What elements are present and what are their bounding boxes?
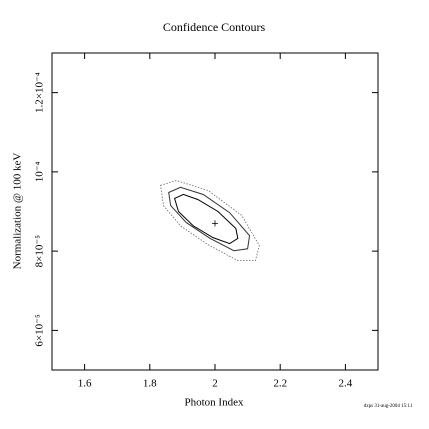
y-axis-label: Normalization @ 100 keV xyxy=(12,153,24,270)
best-fit-marker xyxy=(212,220,218,227)
contour xyxy=(168,186,251,252)
x-tick-label: 2.2 xyxy=(273,378,287,390)
y-tick-label: 1.2×10⁻⁴ xyxy=(34,72,46,113)
y-tick-label: 8×10⁻⁵ xyxy=(34,235,46,268)
y-tick-label: 6×10⁻⁵ xyxy=(34,314,46,347)
x-tick-label: 1.6 xyxy=(78,378,92,390)
contour xyxy=(160,180,260,262)
y-tick-label: 10⁻⁴ xyxy=(34,161,46,182)
contour xyxy=(173,193,239,245)
plot-frame xyxy=(51,52,379,371)
footer: dxps 31-aug-2004 15:11 xyxy=(364,404,413,409)
x-tick-label: 2.4 xyxy=(339,378,353,390)
x-tick-label: 1.8 xyxy=(143,378,157,390)
chart-title: Confidence Contours xyxy=(163,20,266,34)
x-tick-label: 2 xyxy=(212,378,218,390)
x-axis-label: Photon Index xyxy=(185,397,244,409)
